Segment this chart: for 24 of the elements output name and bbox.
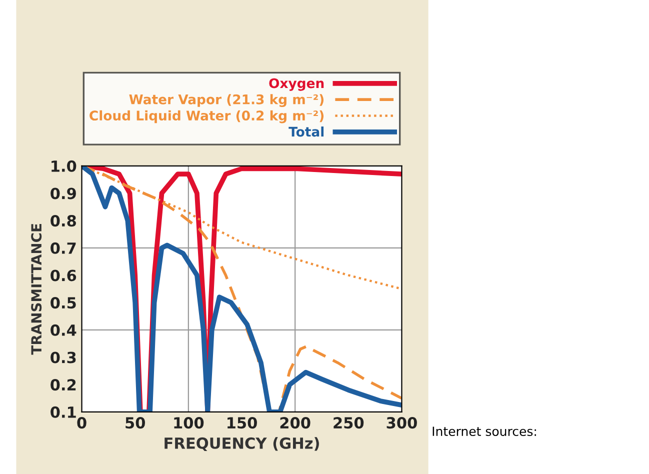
y-tick-label: 0.6 xyxy=(50,270,76,282)
x-tick-label: 250 xyxy=(334,417,364,429)
x-tick-label: 0 xyxy=(77,417,86,429)
legend-label: Oxygen xyxy=(269,78,324,91)
x-axis-title: FREQUENCY (GHz) xyxy=(164,437,319,451)
x-tick-label: 100 xyxy=(174,417,204,429)
y-tick-label: 0.2 xyxy=(50,379,76,391)
y-tick-label: 0.5 xyxy=(50,297,76,309)
y-tick-label: 0.1 xyxy=(50,406,76,418)
legend-label: Total xyxy=(288,126,324,137)
legend-label: Cloud Liquid Water (0.2 kg m⁻²) xyxy=(90,110,324,124)
x-tick-label: 200 xyxy=(280,417,310,429)
x-tick-label: 300 xyxy=(386,417,417,429)
x-tick-label: 50 xyxy=(126,417,145,429)
x-tick-label: 150 xyxy=(228,417,257,429)
y-tick-label: 0.8 xyxy=(50,215,76,227)
legend-label: Water Vapor (21.3 kg m⁻²) xyxy=(129,94,324,108)
y-tick-label: 1.0 xyxy=(52,160,76,172)
y-tick-label: 0.9 xyxy=(50,188,76,200)
y-axis-title: TRANSMITTANCE xyxy=(31,224,42,355)
text: Internet sources: xyxy=(432,426,536,436)
y-tick-label: 0.4 xyxy=(50,324,76,336)
y-tick-label: 0.3 xyxy=(50,352,76,364)
y-tick-label: 0.7 xyxy=(50,242,76,254)
